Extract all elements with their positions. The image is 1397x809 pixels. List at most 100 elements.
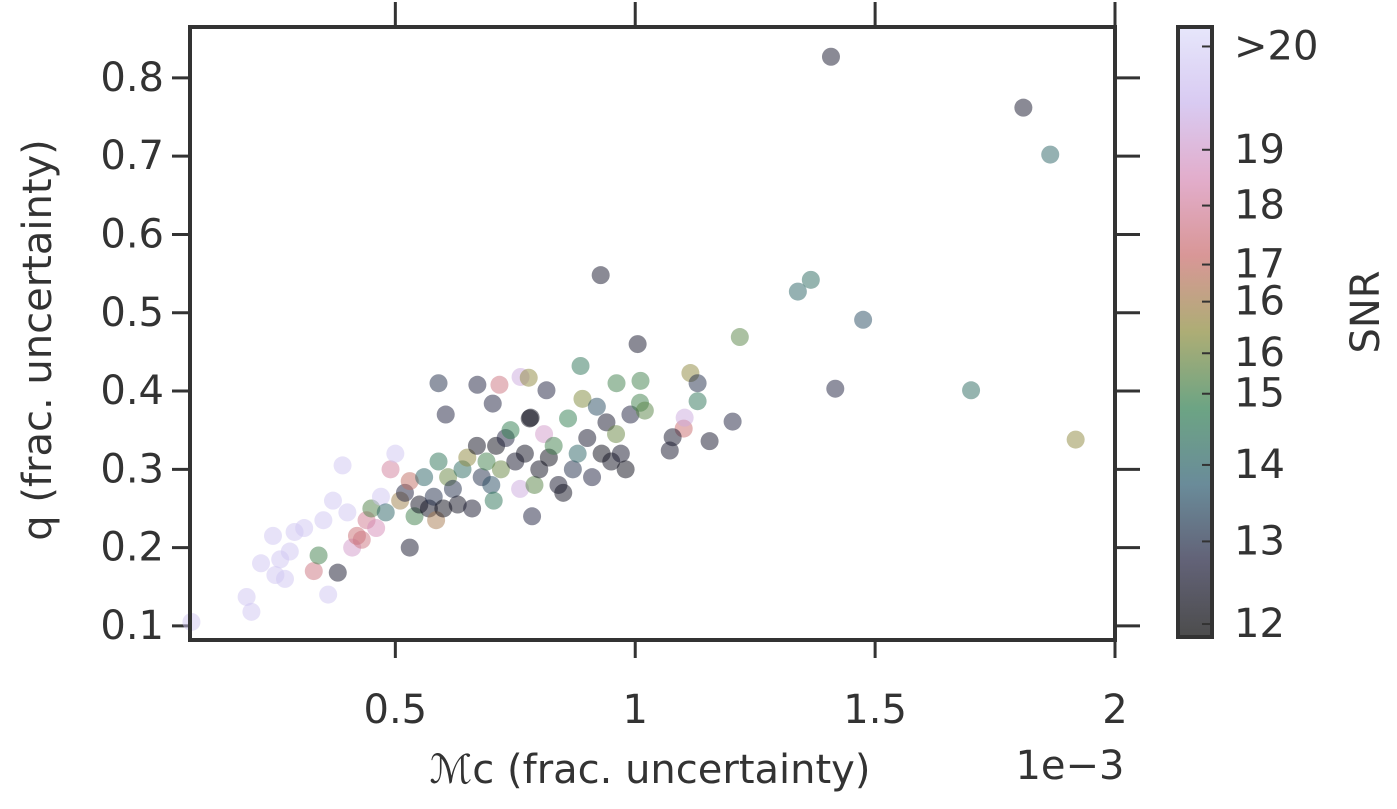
point <box>730 328 749 347</box>
point <box>491 460 510 479</box>
point <box>511 479 530 498</box>
colorbar-tick-label: 18 <box>1234 183 1285 229</box>
colorbar <box>1176 25 1214 639</box>
point <box>323 491 342 510</box>
point <box>434 499 453 518</box>
point <box>611 444 630 463</box>
y-tick-label: 0.7 <box>100 133 164 179</box>
point <box>338 503 357 522</box>
point <box>463 499 482 518</box>
point <box>591 266 610 285</box>
x-offset-label: 1e−3 <box>1015 743 1124 789</box>
x-tick-label: 1 <box>623 687 648 733</box>
point <box>573 389 592 408</box>
point <box>264 526 283 545</box>
y-tick-label: 0.1 <box>100 603 164 649</box>
point <box>1041 145 1060 164</box>
point <box>400 472 419 491</box>
point <box>429 374 448 393</box>
point <box>554 483 573 502</box>
point <box>559 409 578 428</box>
point <box>280 542 299 561</box>
point <box>1066 430 1085 449</box>
point <box>520 409 539 428</box>
point <box>367 519 386 538</box>
point <box>242 602 261 621</box>
point <box>587 397 606 416</box>
point <box>525 475 544 494</box>
point <box>415 468 434 487</box>
point <box>436 405 455 424</box>
point <box>631 371 650 390</box>
y-tick-label: 0.3 <box>100 446 164 492</box>
y-tick-label: 0.4 <box>100 368 164 414</box>
colorbar-tick-label: 17 <box>1234 242 1285 288</box>
point <box>328 563 347 582</box>
y-tick-label: 0.6 <box>100 211 164 257</box>
point <box>448 495 467 514</box>
point <box>468 375 487 394</box>
point <box>628 335 647 354</box>
point <box>515 444 534 463</box>
colorbar-tick-label: >20 <box>1234 23 1318 69</box>
x-axis-label: ℳc (frac. uncertainty) <box>430 747 871 793</box>
point <box>482 475 501 494</box>
point <box>309 546 328 565</box>
colorbar-tick-label: 14 <box>1234 442 1285 488</box>
point <box>275 569 294 588</box>
point <box>467 436 486 455</box>
point <box>801 270 820 289</box>
point <box>563 460 582 479</box>
point <box>788 282 807 301</box>
point <box>688 392 707 411</box>
point <box>568 444 587 463</box>
point <box>1014 98 1033 117</box>
point <box>519 368 538 387</box>
colorbar-tick-label: 15 <box>1234 371 1285 417</box>
point <box>483 394 502 413</box>
y-tick-label: 0.8 <box>100 55 164 101</box>
point <box>429 452 448 471</box>
point <box>700 432 719 451</box>
point <box>304 562 323 581</box>
y-axis-label: q (frac. uncertainty) <box>15 139 61 541</box>
colorbar-tick-label: 16 <box>1234 330 1285 376</box>
point <box>381 460 400 479</box>
point <box>319 585 338 604</box>
x-tick-label: 2 <box>1102 687 1127 733</box>
point <box>723 412 742 431</box>
point <box>252 554 271 573</box>
point <box>523 507 542 526</box>
point <box>583 468 602 487</box>
point <box>578 429 597 448</box>
point <box>237 587 256 606</box>
point <box>675 408 694 427</box>
y-tick-label: 0.2 <box>100 525 164 571</box>
y-tick-label: 0.5 <box>100 290 164 336</box>
colorbar-tick-label: 13 <box>1234 518 1285 564</box>
point <box>607 374 626 393</box>
point <box>333 456 352 475</box>
point <box>635 401 654 420</box>
x-tick-label: 1.5 <box>843 687 907 733</box>
point <box>854 310 873 329</box>
plot-frame <box>188 25 1117 642</box>
point <box>962 381 981 400</box>
point <box>688 374 707 393</box>
colorbar-tick-label: 12 <box>1234 601 1285 647</box>
point <box>371 487 390 506</box>
point <box>295 519 314 538</box>
point <box>616 460 635 479</box>
point <box>544 436 563 455</box>
point <box>386 444 405 463</box>
point <box>400 538 419 557</box>
x-tick-label: 0.5 <box>364 687 428 733</box>
point <box>660 441 679 460</box>
point <box>484 491 503 510</box>
point <box>314 511 333 530</box>
point <box>490 375 509 394</box>
point <box>443 479 462 498</box>
point <box>376 503 395 522</box>
colorbar-tick-label: 16 <box>1234 279 1285 325</box>
